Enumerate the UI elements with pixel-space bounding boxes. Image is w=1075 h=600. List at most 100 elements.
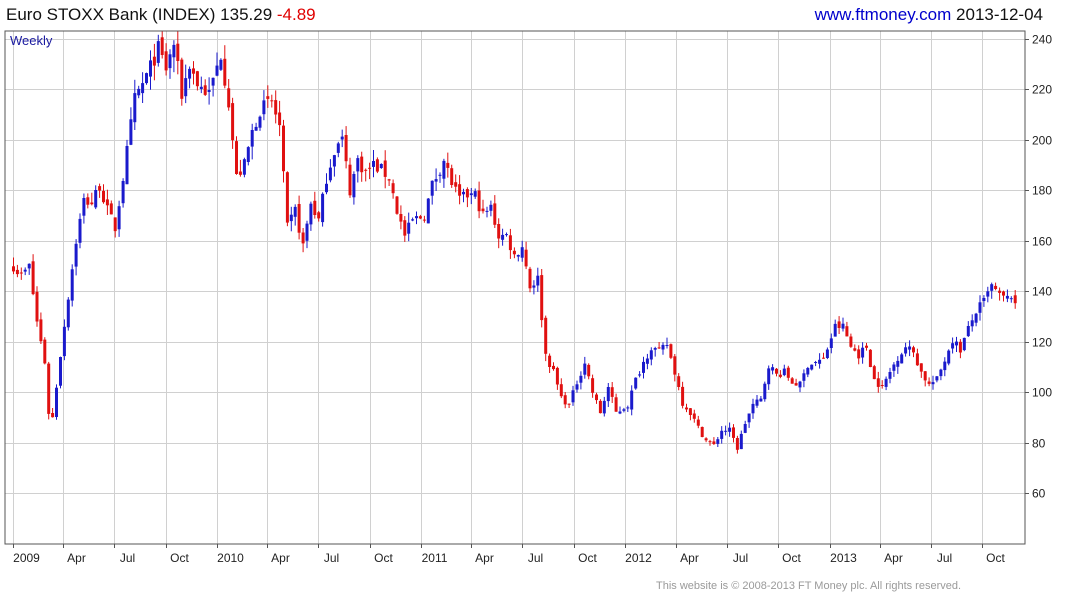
candle-body (227, 88, 231, 108)
candle-body (528, 268, 532, 289)
candle-body (587, 364, 591, 377)
candle-body (998, 290, 1002, 293)
candle-body (270, 100, 274, 102)
candle-body (712, 441, 716, 444)
candle-body (473, 191, 477, 197)
candle-body (469, 193, 473, 196)
candle-body (35, 291, 39, 322)
candle-body (739, 433, 743, 450)
candle-body (141, 83, 145, 94)
candle-body (700, 427, 704, 437)
candle-body (692, 413, 696, 419)
candle-body (207, 90, 211, 92)
candle-body (888, 372, 892, 379)
y-tick-label: 80 (1032, 437, 1046, 451)
x-tick-label: Oct (374, 551, 393, 565)
candle-body (211, 77, 215, 86)
x-tick-label: Apr (884, 551, 903, 565)
candle-body (974, 313, 978, 323)
candle-body (176, 43, 180, 61)
candle-body (591, 378, 595, 393)
candle-body (638, 374, 642, 376)
x-tick-label: Jul (528, 551, 543, 565)
candle-body (438, 174, 442, 176)
y-axis: 60 80 100 120 140 160 180 200 220 240 (1025, 33, 1052, 501)
candle-body (129, 119, 133, 145)
x-tick-label: Apr (67, 551, 86, 565)
candle-body (325, 183, 328, 193)
candle-body (238, 171, 242, 175)
candle-body (923, 371, 927, 381)
y-tick-label: 120 (1032, 336, 1052, 350)
candle-body (810, 364, 814, 370)
candle-body (610, 387, 614, 397)
candle-body (520, 247, 524, 258)
site-link[interactable]: www.ftmoney.com (814, 5, 952, 24)
candle-body (732, 427, 735, 438)
candle-body (900, 354, 904, 364)
candle-body (904, 347, 908, 354)
candle-body (391, 183, 395, 194)
candle-body (446, 162, 450, 168)
candle-body (802, 373, 806, 381)
candle-body (418, 216, 422, 219)
candle-body (657, 347, 661, 349)
x-tick-label: 2013 (830, 551, 857, 565)
candle-body (966, 326, 970, 337)
candle-body (289, 214, 293, 222)
candle-body (94, 190, 98, 208)
candle-body (829, 338, 833, 348)
candle-body (340, 136, 344, 140)
candle-body (990, 284, 994, 291)
plot-frame (4, 30, 1026, 545)
candle-body (622, 409, 626, 411)
candle-body (1009, 298, 1013, 300)
candle-body (497, 224, 501, 239)
candle-body (51, 413, 55, 418)
candle-body (223, 58, 227, 86)
candle-body (516, 255, 520, 257)
candle-body (583, 363, 587, 375)
candle-body (978, 302, 982, 313)
candle-body (152, 56, 156, 66)
candle-body (125, 146, 129, 185)
candle-body (266, 96, 270, 99)
candle-body (1013, 295, 1017, 304)
candle-body (368, 167, 372, 169)
y-tick-label: 160 (1032, 235, 1052, 249)
candle-body (696, 419, 700, 426)
candle-body (55, 387, 58, 417)
x-tick-label: 2012 (625, 551, 652, 565)
candle-body (962, 337, 966, 351)
candle-body (199, 86, 203, 89)
candle-body (477, 190, 481, 212)
candle-body (896, 360, 900, 367)
candle-body (372, 161, 375, 167)
candle-body (825, 349, 829, 358)
candle-body (505, 234, 508, 236)
candle-body (661, 344, 665, 350)
candle-body (180, 59, 184, 99)
candle-body (352, 174, 356, 198)
candle-body (301, 232, 305, 244)
candle-body (411, 219, 415, 221)
candle-body (845, 326, 849, 337)
candle-body (563, 395, 567, 405)
candle-body (724, 430, 728, 432)
candle-body (790, 378, 794, 384)
candle-body (422, 219, 426, 221)
candle-body (567, 403, 571, 405)
candle-body (782, 368, 786, 376)
candle-body (728, 427, 732, 432)
candle-body (262, 100, 266, 115)
candle-body (994, 285, 998, 289)
candle-body (293, 206, 297, 217)
header-right: www.ftmoney.com 2013-12-04 (815, 5, 1043, 25)
candle-body (12, 266, 15, 272)
candle-body (246, 147, 250, 162)
candle-body (19, 272, 23, 274)
candle-body (434, 179, 438, 182)
candle-body (602, 400, 606, 414)
candle-body (837, 321, 841, 328)
candle-body (861, 347, 865, 358)
